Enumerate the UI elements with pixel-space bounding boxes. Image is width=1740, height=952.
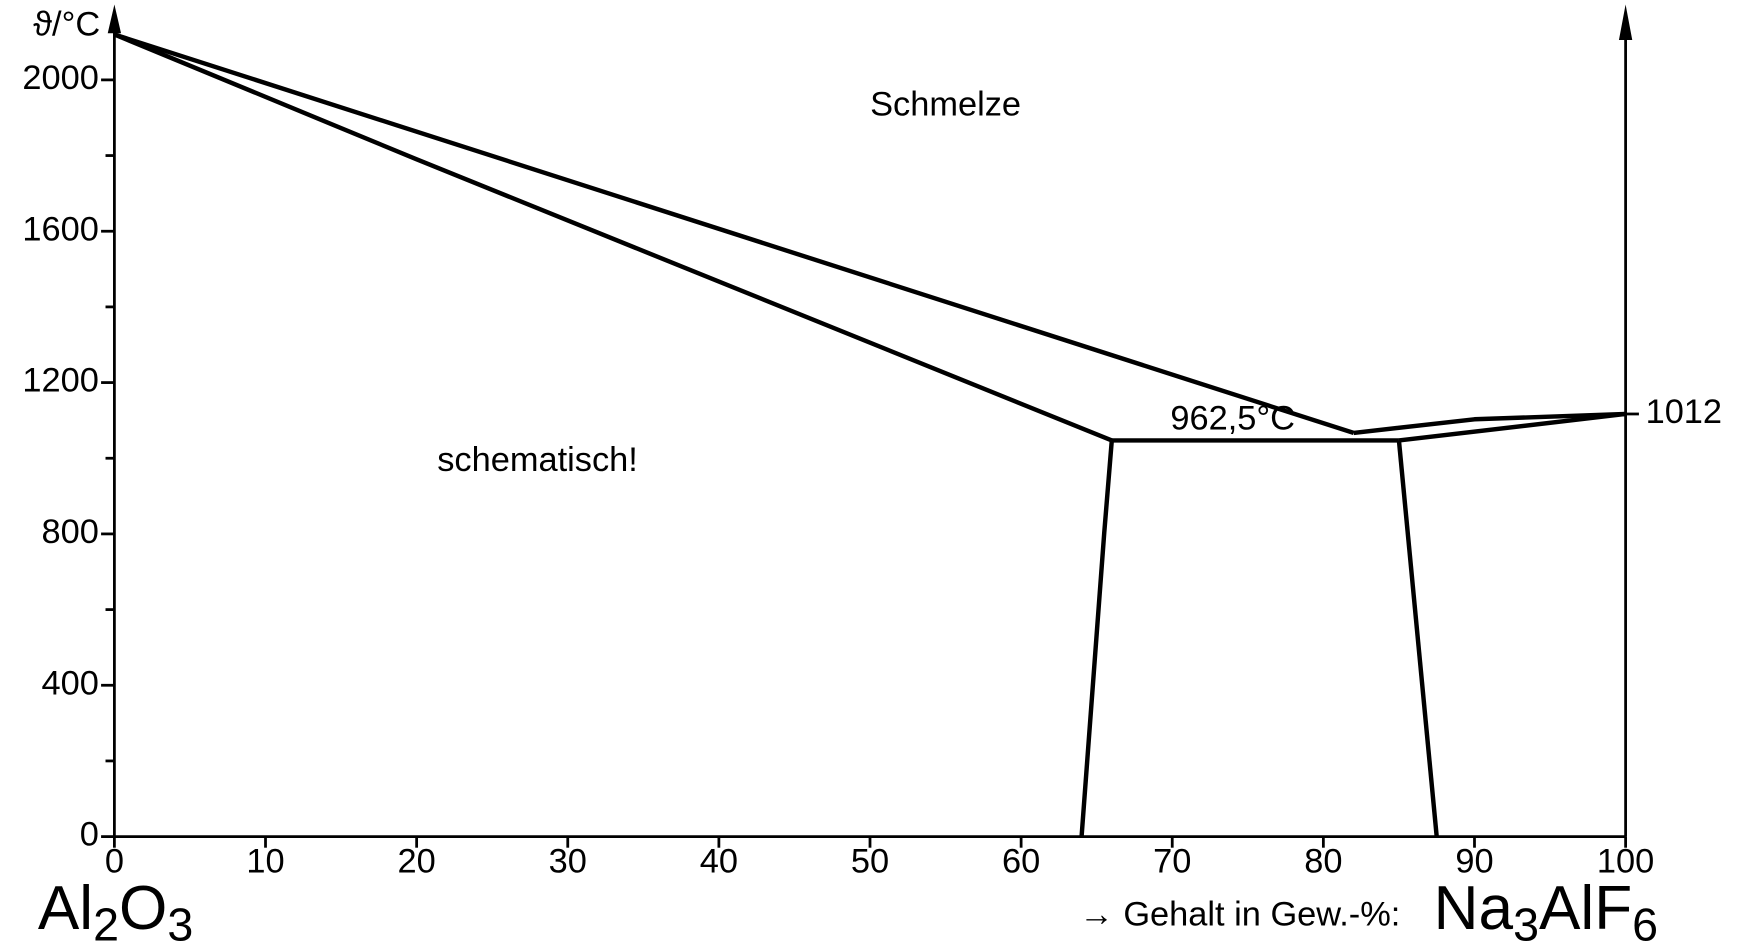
y-tick-label: 2000 — [22, 59, 98, 97]
annotation: Schmelze — [870, 85, 1021, 123]
x-tick-label: 10 — [246, 842, 284, 880]
x-axis-label: → Gehalt in Gew.-%: — [1079, 896, 1400, 934]
x-tick-label: 80 — [1304, 842, 1342, 880]
phase-boundary — [1398, 411, 1626, 443]
y-tick-label: 1600 — [22, 210, 98, 248]
phase-boundary — [1396, 440, 1439, 837]
phase-boundary — [113, 32, 1355, 436]
x-tick-label: 100 — [1597, 842, 1654, 880]
y-tick-label: 800 — [41, 513, 98, 551]
y-tick-label: 0 — [80, 816, 99, 854]
x-tick-label: 20 — [398, 842, 436, 880]
y-axis-label: ϑ/°C — [33, 6, 100, 44]
x-tick-label: 90 — [1455, 842, 1493, 880]
end-label: 1012 — [1646, 393, 1722, 431]
annotation: 962,5°C — [1170, 399, 1295, 437]
x-tick-label: 30 — [549, 842, 587, 880]
phase-boundary — [1353, 411, 1626, 436]
y-axis-arrow — [107, 4, 122, 34]
right-component: Na3AlF6 — [1434, 875, 1658, 951]
annotation: schematisch! — [437, 441, 638, 479]
y-tick-label: 400 — [41, 664, 98, 702]
y-tick-label: 1200 — [22, 362, 98, 400]
x-tick-label: 40 — [700, 842, 738, 880]
left-component: Al2O3 — [38, 875, 193, 951]
x-tick-label: 50 — [851, 842, 889, 880]
x-tick-label: 70 — [1153, 842, 1191, 880]
x-tick-label: 0 — [105, 842, 124, 880]
x-tick-label: 60 — [1002, 842, 1040, 880]
phase-boundary — [113, 32, 1115, 837]
